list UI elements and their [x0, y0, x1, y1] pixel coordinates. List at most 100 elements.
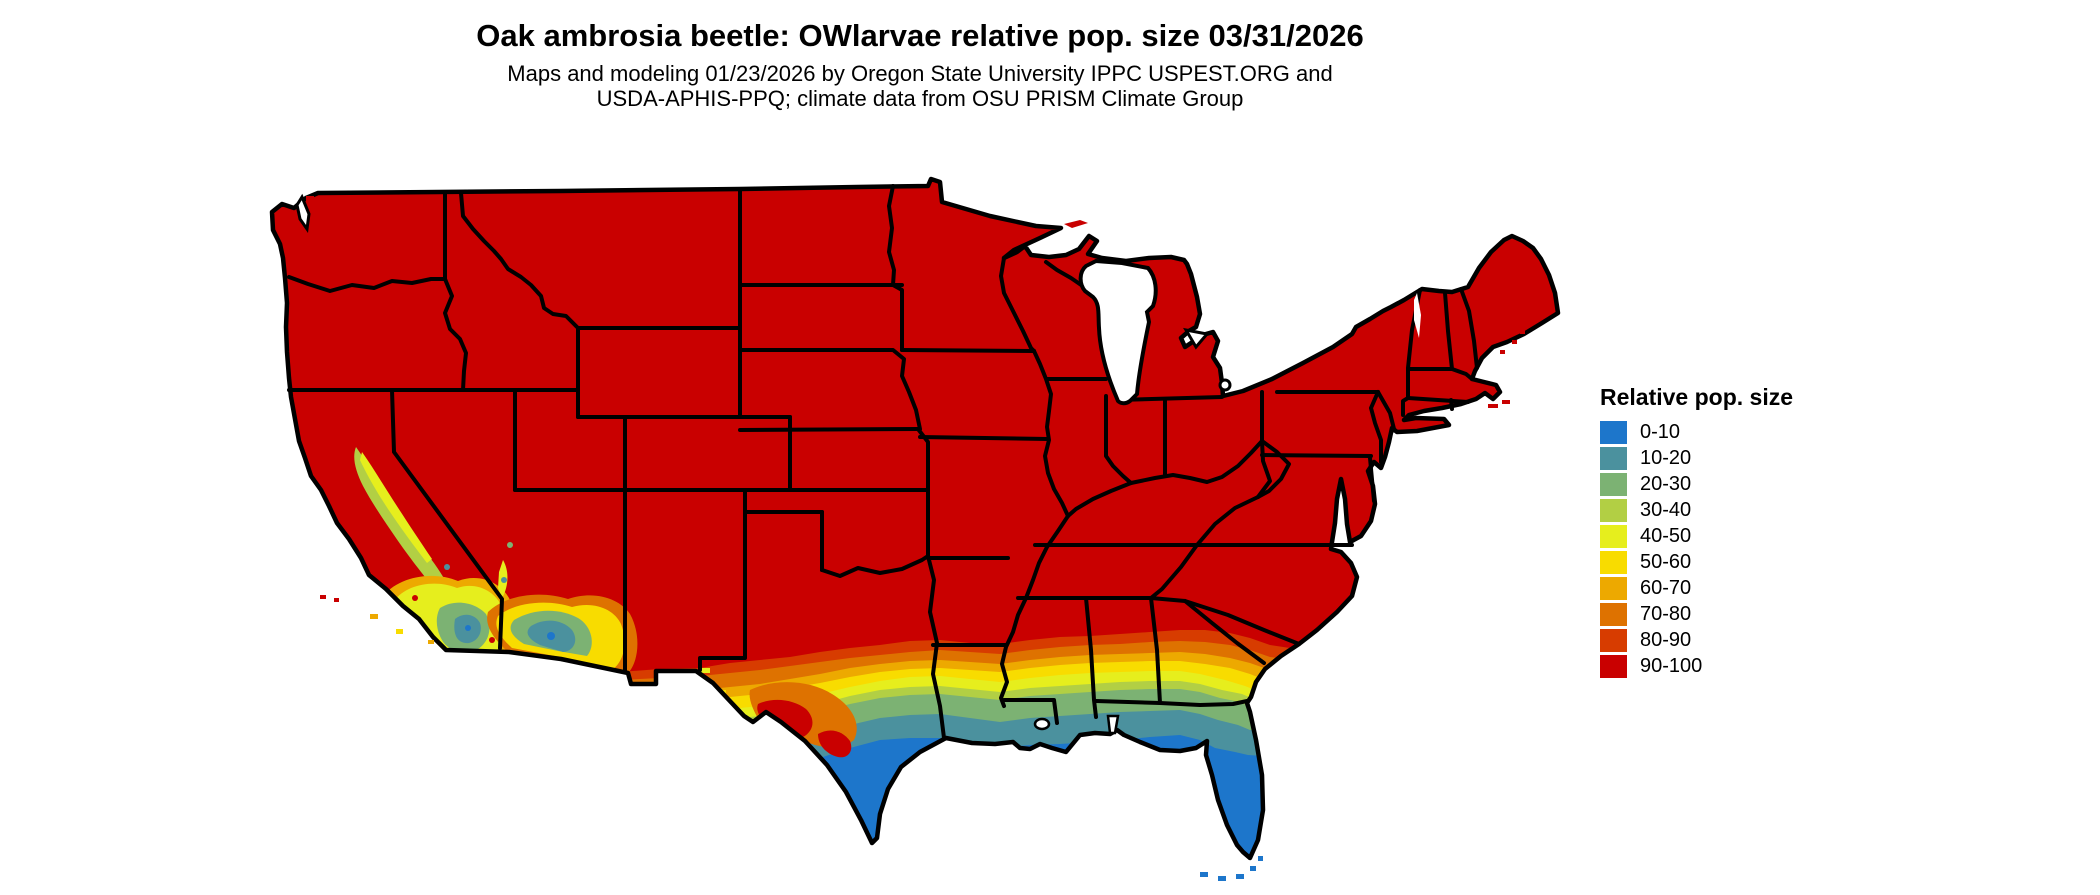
channel-island: [370, 614, 378, 619]
florida-keys: [1258, 856, 1263, 861]
border-nm-tx: [698, 488, 747, 672]
border-ia-mo: [918, 435, 1050, 441]
border-wv-east: [1256, 439, 1291, 499]
border-ga-fl: [1158, 699, 1249, 707]
patch-az-blue-speck: [547, 632, 555, 640]
legend-swatch: [1600, 628, 1627, 652]
border-ky-va: [1195, 495, 1260, 547]
lakes: [295, 193, 1421, 735]
legend-items: 0-10 10-20 20-30 30-40 40-50 50-60 60-70 70-80 8…: [1600, 419, 1860, 679]
lake-champlain: [1414, 293, 1421, 338]
border-sd-ne: [738, 348, 922, 431]
legend-item-label: 90-100: [1640, 654, 1703, 677]
patch-ca-teal-speck: [444, 564, 450, 570]
legend-item-label: 0-10: [1640, 420, 1681, 443]
cape-islands: [1502, 400, 1510, 404]
border-ga-sc: [1183, 599, 1266, 665]
border-ny-east: [1401, 288, 1422, 417]
legend-item: 90-100: [1600, 653, 1860, 679]
border-il-in: [1104, 394, 1133, 485]
legend-swatch: [1600, 420, 1627, 444]
patch-socal-red-speck: [412, 595, 418, 601]
subtitle-line-2: USDA-APHIS-PPQ; climate data from OSU PR…: [596, 86, 1244, 111]
legend-item: 10-20: [1600, 445, 1860, 471]
border-wv-va: [1256, 439, 1272, 499]
channel-island: [396, 629, 403, 634]
page-title: Oak ambrosia beetle: OWlarvae relative p…: [476, 18, 1364, 53]
border-nc-sc: [1183, 599, 1301, 646]
border-id-west: [443, 191, 468, 392]
border-ny-nj: [1376, 390, 1396, 431]
legend-swatch: [1600, 550, 1627, 574]
border-wa-or: [287, 275, 447, 293]
legend-item-label: 30-40: [1640, 498, 1692, 521]
florida-keys: [1236, 874, 1244, 879]
border-ms-al: [1084, 596, 1098, 719]
border-mo-west: [916, 427, 930, 492]
legend-item-label: 80-90: [1640, 628, 1692, 651]
lake-michigan: [1078, 258, 1158, 406]
border-mn-nd: [887, 184, 904, 352]
border-pa-md: [1260, 453, 1373, 458]
legend-swatch: [1600, 524, 1627, 548]
florida-keys: [1200, 872, 1208, 877]
mobile-bay: [1106, 714, 1120, 735]
patch-riogrande-yellow: [700, 668, 710, 673]
border-ohio-river: [1066, 439, 1264, 518]
maine-coast-speck: [1520, 330, 1525, 334]
border-mn-ia: [900, 348, 1036, 353]
us-map: [230, 140, 1570, 890]
border-al-ga: [1149, 596, 1162, 705]
border-pa-nj: [1369, 390, 1383, 464]
patch-river-green: [507, 542, 513, 548]
channel-island-red: [334, 598, 339, 602]
patch-river-teal: [501, 577, 507, 583]
state-borders: [287, 184, 1479, 740]
border-id-mt: [459, 191, 580, 330]
subtitle-line-1: Maps and modeling 01/23/2026 by Oregon S…: [507, 61, 1333, 86]
legend-swatch: [1600, 446, 1627, 470]
maine-coast-speck: [1500, 350, 1505, 354]
legend: Relative pop. size 0-10 10-20 20-30 30-40 40…: [1600, 384, 1860, 679]
border-mississippi-upper: [1032, 349, 1070, 518]
legend-item: 80-90: [1600, 627, 1860, 653]
channel-island-red: [320, 595, 326, 599]
puget-sound: [295, 193, 311, 234]
lake-st-clair: [1218, 378, 1232, 392]
border-ma-north: [1406, 367, 1474, 381]
legend-swatch: [1600, 472, 1627, 496]
legend-item-label: 60-70: [1640, 576, 1692, 599]
patch-socal-red-speck: [489, 637, 495, 643]
legend-swatch: [1600, 602, 1627, 626]
patch-ca-valley-yellow: [360, 452, 432, 563]
legend-item-label: 70-80: [1640, 602, 1692, 625]
isle-royale: [1064, 220, 1088, 228]
channel-island: [428, 640, 434, 644]
border-tn-nc: [1149, 543, 1199, 600]
legend-item: 70-80: [1600, 601, 1860, 627]
legend-item: 20-30: [1600, 471, 1860, 497]
legend-item-label: 20-30: [1640, 472, 1692, 495]
nantucket: [1488, 404, 1498, 408]
florida-keys: [1218, 876, 1226, 881]
border-mi-south: [1116, 395, 1224, 402]
border-nc-ga: [1149, 596, 1187, 603]
lake-pontchartrain: [1033, 717, 1051, 731]
border-wi-mn: [999, 256, 1036, 353]
patch-socal-blue-speck: [465, 625, 471, 631]
legend-item: 0-10: [1600, 419, 1860, 445]
gradient-bands: [620, 630, 1400, 858]
legend-swatch: [1600, 654, 1627, 678]
patch-riogrande-teal: [748, 724, 753, 728]
border-wi-mi: [1044, 260, 1089, 291]
legend-item: 40-50: [1600, 523, 1860, 549]
border-ca-nv: [390, 388, 504, 650]
border-nh-me: [1459, 287, 1479, 370]
san-juan-islands: [306, 196, 314, 202]
legend-swatch: [1600, 576, 1627, 600]
band-10-20: [620, 710, 1400, 858]
band-20-30: [620, 689, 1400, 858]
border-red-river: [820, 554, 930, 578]
maine-coast-speck: [1512, 340, 1517, 344]
